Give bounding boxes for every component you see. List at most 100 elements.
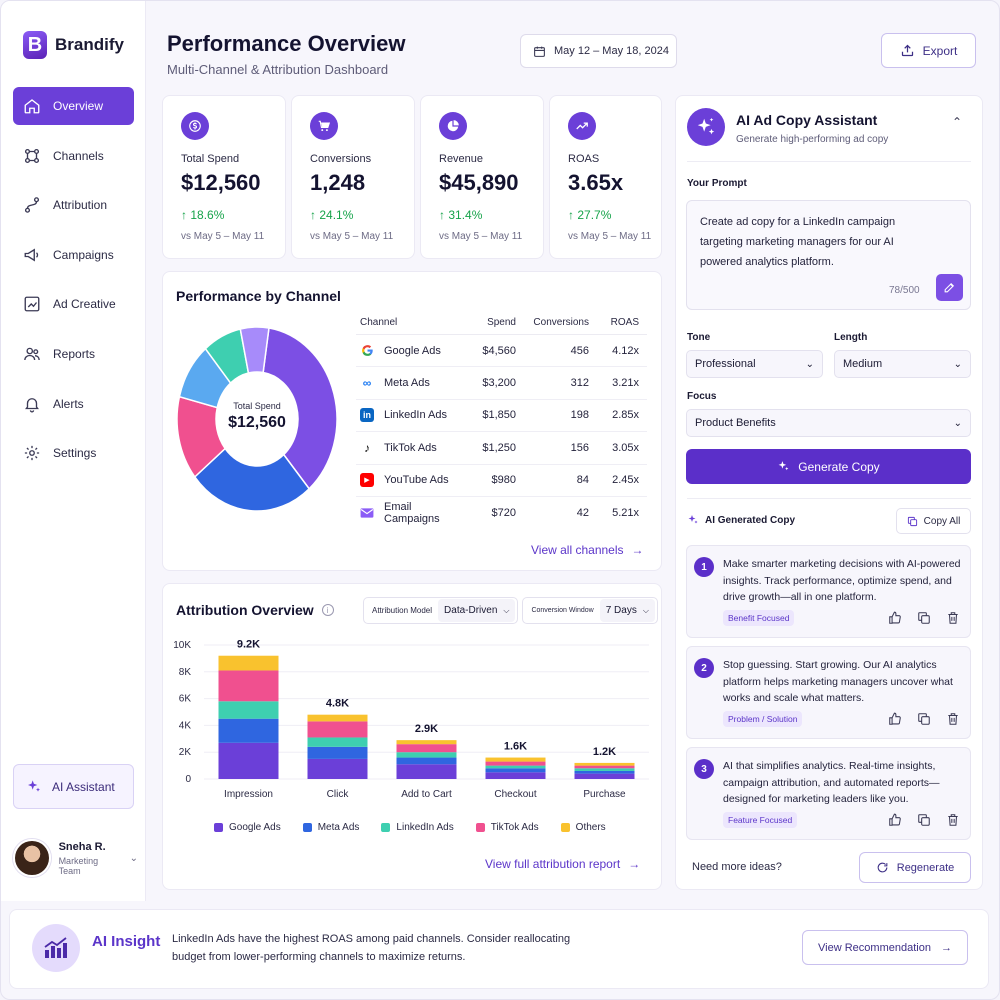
copy-all-button[interactable]: Copy All [896, 508, 971, 534]
kpi-value: $45,890 [439, 170, 519, 195]
table-row[interactable]: ♪ TikTok Ads $1,250 156 3.05x [356, 432, 647, 465]
table-row[interactable]: Google Ads $4,560 456 4.12x [356, 335, 647, 368]
tone-select[interactable]: Professional ⌄ [686, 350, 823, 378]
bar-segment[interactable] [307, 758, 368, 779]
prompt-textarea[interactable]: Create ad copy for a LinkedIn campaign t… [686, 200, 971, 310]
focus-label: Focus [687, 391, 717, 402]
chevron-down-icon: ⌄ [953, 358, 962, 370]
generate-copy-button[interactable]: Generate Copy [686, 449, 971, 484]
view-recommendation-button[interactable]: View Recommendation → [802, 930, 968, 965]
channel-name: TikTok Ads [384, 441, 437, 454]
bar-segment[interactable] [218, 670, 279, 702]
legend-item[interactable]: TikTok Ads [475, 822, 539, 833]
bar-segment[interactable] [574, 765, 635, 769]
table-row[interactable]: in LinkedIn Ads $1,850 198 2.85x [356, 400, 647, 433]
sidebar-item-attribution[interactable]: Attribution [13, 186, 134, 224]
arrow-right-icon: → [631, 543, 644, 557]
kpi-value: 1,248 [310, 170, 366, 195]
copy-icon[interactable] [916, 812, 931, 827]
attribution-model-select[interactable]: Attribution Model Data-Driven ⌵ [363, 597, 519, 624]
bar-segment[interactable] [218, 742, 279, 779]
conversion-window-label: Conversion Window [531, 607, 594, 614]
bar-segment[interactable] [485, 768, 546, 773]
bar-segment[interactable] [574, 768, 635, 771]
bar-segment[interactable] [396, 744, 457, 753]
kpi-value: 3.65x [568, 170, 624, 195]
conversion-window-select[interactable]: Conversion Window 7 Days ⌵ [522, 597, 658, 624]
info-icon[interactable]: i [321, 604, 334, 616]
legend-item[interactable]: Google Ads [214, 822, 281, 833]
bar-segment[interactable] [485, 765, 546, 769]
bar-segment[interactable] [307, 721, 368, 738]
trash-icon[interactable] [945, 812, 960, 827]
thumbs-up-icon[interactable] [887, 812, 902, 827]
kpi-change: ↑ 27.7% [568, 208, 611, 222]
bar-segment[interactable] [307, 746, 368, 759]
bar-segment[interactable] [574, 762, 635, 766]
trash-icon[interactable] [945, 711, 960, 726]
user-menu[interactable]: Sneha R. Marketing Team ⌄ [13, 839, 138, 877]
bar-segment[interactable] [307, 714, 368, 722]
table-row[interactable]: ▶ YouTube Ads $980 84 2.45x [356, 465, 647, 497]
donut-slice[interactable] [262, 327, 338, 490]
view-attribution-report-link[interactable]: View full attribution report → [485, 857, 640, 871]
kpi-card-roas: ROAS 3.65x ↑ 27.7% vs May 5 – May 11 [549, 95, 662, 259]
date-range-picker[interactable]: May 12 – May 18, 2024 [520, 34, 677, 68]
pencil-icon [944, 282, 955, 293]
bar-segment[interactable] [574, 770, 635, 774]
generated-copy-heading: AI Generated Copy [687, 514, 795, 526]
length-select[interactable]: Medium ⌄ [834, 350, 971, 378]
channel-conversions: 84 [576, 474, 589, 487]
sidebar-item-alerts[interactable]: Alerts [13, 385, 134, 423]
table-row[interactable]: ∞ Meta Ads $3,200 312 3.21x [356, 367, 647, 400]
bar-total-label: 1.2K [593, 746, 616, 758]
chevron-down-icon[interactable]: ⌄ [129, 852, 138, 864]
thumbs-up-icon[interactable] [887, 711, 902, 726]
export-button[interactable]: Export [881, 33, 976, 68]
edit-prompt-button[interactable] [936, 274, 963, 301]
bar-segment[interactable] [485, 761, 546, 766]
legend-item[interactable]: Others [560, 822, 606, 833]
table-row[interactable]: Email Campaigns $720 42 5.21x [356, 497, 647, 529]
kpi-label: Conversions [310, 153, 372, 165]
ai-assistant-button[interactable]: AI Assistant [13, 764, 134, 809]
copy-icon[interactable] [916, 610, 931, 625]
bar-segment[interactable] [218, 718, 279, 743]
legend-label: Google Ads [229, 822, 281, 833]
legend-swatch [475, 823, 485, 832]
regenerate-label: Regenerate [896, 861, 955, 874]
sidebar-item-settings[interactable]: Settings [13, 434, 134, 472]
bar-segment[interactable] [218, 701, 279, 719]
regenerate-button[interactable]: Regenerate [859, 852, 971, 883]
kpi-change: ↑ 24.1% [310, 208, 353, 222]
thumbs-up-icon[interactable] [887, 610, 902, 625]
legend-item[interactable]: LinkedIn Ads [381, 822, 454, 833]
view-all-channels-link[interactable]: View all channels → [531, 543, 644, 557]
chevron-up-icon[interactable]: ⌃ [952, 115, 963, 129]
donut-slice[interactable] [239, 326, 270, 374]
donut-slice[interactable] [193, 447, 311, 512]
legend-item[interactable]: Meta Ads [302, 822, 359, 833]
bar-segment[interactable] [307, 737, 368, 747]
sidebar-item-overview[interactable]: Overview [13, 87, 134, 125]
sidebar-item-reports[interactable]: Reports [13, 335, 134, 373]
sidebar-item-channels[interactable]: Channels [13, 137, 134, 175]
focus-select[interactable]: Product Benefits ⌄ [686, 409, 971, 437]
bar-segment[interactable] [396, 757, 457, 765]
upload-icon [901, 44, 913, 57]
kpi-compare: vs May 5 – May 11 [439, 231, 523, 242]
copy-icon[interactable] [916, 711, 931, 726]
bar-segment[interactable] [218, 655, 279, 671]
bar-segment[interactable] [485, 772, 546, 779]
bar-segment[interactable] [396, 764, 457, 779]
sidebar-item-ad-creative[interactable]: Ad Creative [13, 285, 134, 323]
bar-segment[interactable] [574, 773, 635, 779]
bar-segment[interactable] [396, 740, 457, 745]
sidebar-item-campaigns[interactable]: Campaigns [13, 236, 134, 274]
trash-icon[interactable] [945, 610, 960, 625]
channel-roas: 2.85x [612, 409, 639, 422]
bar-segment[interactable] [485, 757, 546, 762]
brand[interactable]: B Brandify [23, 31, 124, 59]
kpi-change-value: 27.7% [577, 208, 612, 222]
bar-segment[interactable] [396, 752, 457, 758]
